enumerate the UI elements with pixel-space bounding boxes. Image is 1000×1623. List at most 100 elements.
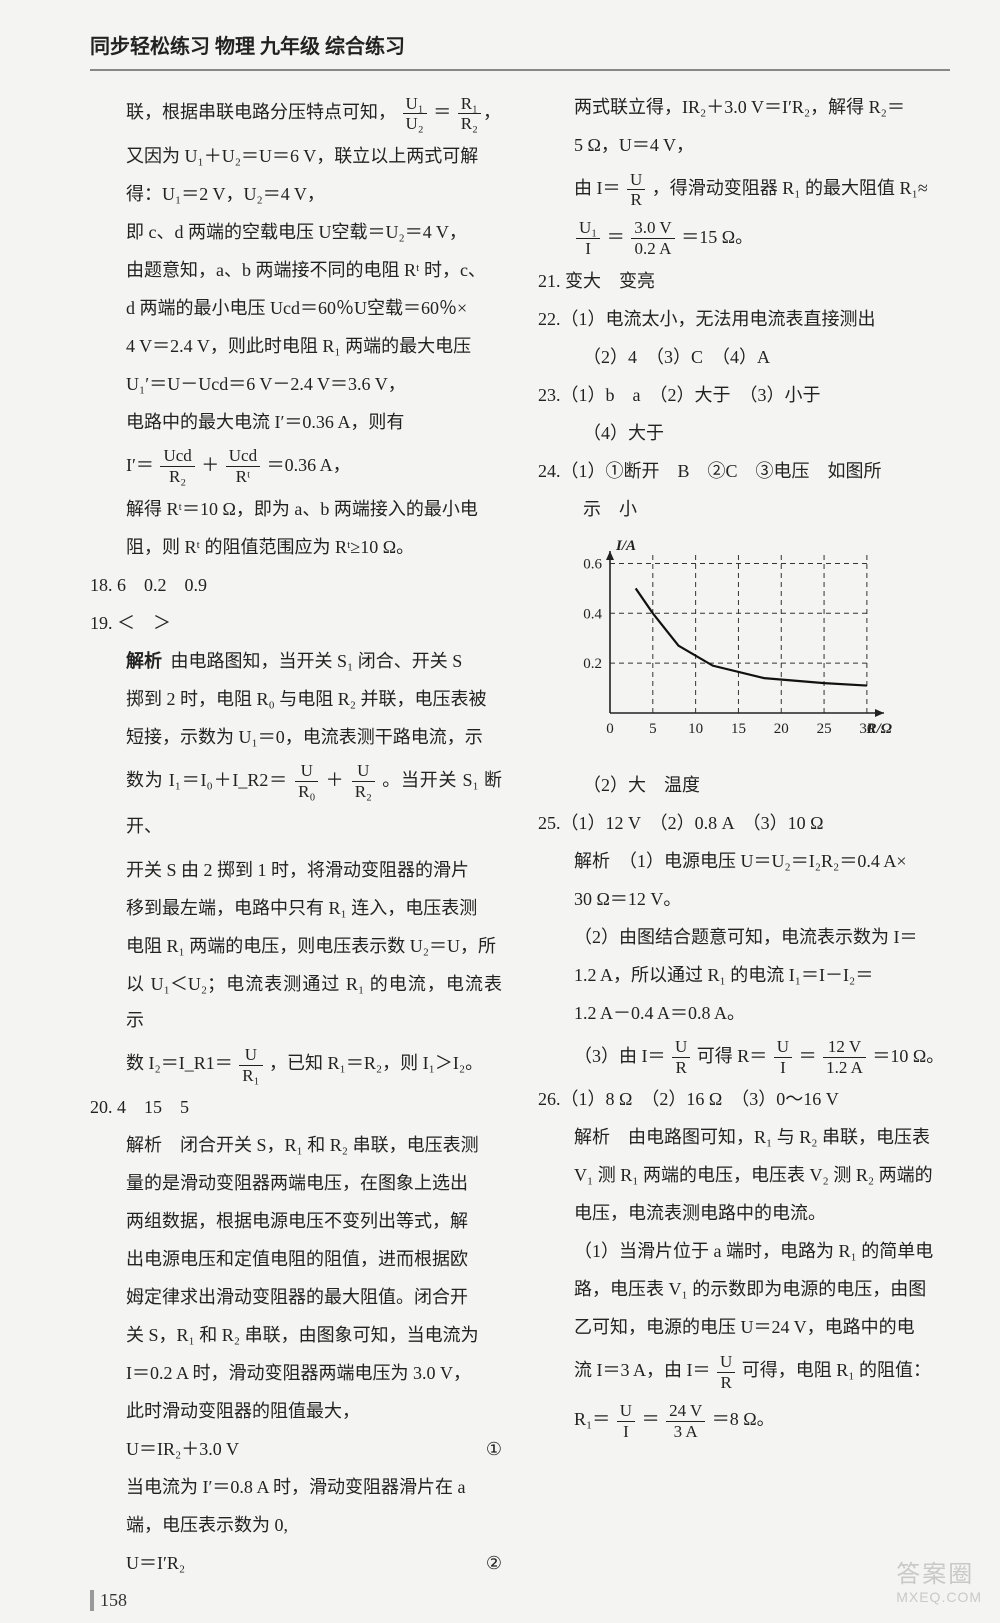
svg-text:0.2: 0.2 [583, 656, 602, 672]
para: 5 Ω，U＝4 V， [538, 127, 950, 163]
para: 出电源电压和定值电阻的阻值，进而根据欧 [90, 1241, 502, 1277]
para: 姆定律求出滑动变阻器的最大阻值。闭合开 [90, 1279, 502, 1315]
para: U＝IR₂＋3.0 V ① [90, 1431, 502, 1467]
fraction: UR [672, 1038, 690, 1077]
svg-text:0.6: 0.6 [583, 556, 602, 572]
svg-text:10: 10 [688, 721, 703, 737]
para: U₁′＝U－Ucd＝6 V－2.4 V＝3.6 V， [90, 366, 502, 402]
answer-23: 23.（1）b a （2）大于 （3）小于 [538, 377, 950, 413]
para: 数为 I₁＝I₀＋I_R2＝ UR₀ ＋ UR₂ 。当开关 S₁ 断开、 [90, 757, 502, 851]
fraction: UR [627, 171, 645, 210]
page-number: 158 [90, 1590, 127, 1611]
para: I′＝ UcdR₂ ＋ UcdRᵗ ＝0.36 A， [90, 442, 502, 489]
fraction: UcdRᵗ [226, 447, 260, 486]
answer-19: 19. ＜ ＞ [90, 605, 502, 641]
para: 此时滑动变阻器的阻值最大， [90, 1393, 502, 1429]
para: 乙可知，电源的电压 U＝24 V，电路中的电 [538, 1309, 950, 1345]
svg-text:25: 25 [817, 721, 832, 737]
fraction: UI [774, 1038, 792, 1077]
para: 1.2 A，所以通过 R₁ 的电流 I₁＝I－I₂＝ [538, 957, 950, 993]
para: 解析 由电路图可知，R₁ 与 R₂ 串联，电压表 [538, 1119, 950, 1155]
para: d 两端的最小电压 Ucd＝60％U空载＝60％× [90, 290, 502, 326]
para: 由 I＝ UR ，得滑动变阻器 R₁ 的最大阻值 R₁≈ [538, 165, 950, 212]
para: 即 c、d 两端的空载电压 U空载＝U₂＝4 V， [90, 214, 502, 250]
para: 30 Ω＝12 V。 [538, 881, 950, 917]
iv-curve-chart: 0510152025300.20.40.6I/AR/Ω [568, 537, 950, 759]
chart-svg: 0510152025300.20.40.6I/AR/Ω [568, 537, 898, 747]
para: U＝I′R₂ ② [90, 1545, 502, 1581]
answer-22: 22.（1）电流太小，无法用电流表直接测出 [538, 301, 950, 337]
para: 解析 （1）电源电压 U＝U₂＝I₂R₂＝0.4 A× [538, 843, 950, 879]
svg-text:15: 15 [731, 721, 746, 737]
para: （1）当滑片位于 a 端时，电路为 R₁ 的简单电 [538, 1233, 950, 1269]
svg-text:I/A: I/A [615, 538, 636, 554]
fraction: UR₂ [352, 762, 375, 801]
para: 解析 闭合开关 S，R₁ 和 R₂ 串联，电压表测 [90, 1127, 502, 1163]
watermark: 答案圈 MXEQ.COM [896, 1554, 982, 1605]
fraction: UI [617, 1402, 635, 1441]
fraction: U₁U₂ [403, 95, 427, 134]
para: 当电流为 I′＝0.8 A 时，滑动变阻器滑片在 a [90, 1469, 502, 1505]
answer-22b: （2）4 （3）C （4）A [538, 339, 950, 375]
fraction: UR₁ [239, 1046, 262, 1085]
para: 短接，示数为 U₁＝0，电流表测干路电流，示 [90, 719, 502, 755]
svg-text:R/Ω: R/Ω [866, 721, 892, 737]
fraction: R₁R₂ [458, 95, 481, 134]
svg-text:0.4: 0.4 [583, 606, 602, 622]
para: I＝0.2 A 时，滑动变阻器两端电压为 3.0 V， [90, 1355, 502, 1391]
answer-26: 26.（1）8 Ω （2）16 Ω （3）0～16 V [538, 1081, 950, 1117]
page-header: 同步轻松练习 物理 九年级 综合练习 [90, 30, 950, 71]
para: 联，根据串联电路分压特点可知， U₁U₂ ＝ R₁R₂， [90, 89, 502, 136]
left-column: 联，根据串联电路分压特点可知， U₁U₂ ＝ R₁R₂， 又因为 U₁＋U₂＝U… [90, 89, 502, 1583]
para: 两式联立得，IR₂＋3.0 V＝I′R₂，解得 R₂＝ [538, 89, 950, 125]
para: 开关 S 由 2 掷到 1 时，将滑动变阻器的滑片 [90, 852, 502, 888]
para: 电路中的最大电流 I′＝0.36 A，则有 [90, 404, 502, 440]
para: 解得 Rᵗ＝10 Ω，即为 a、b 两端接入的最小电 [90, 491, 502, 527]
para: 流 I＝3 A，由 I＝ UR 可得，电阻 R₁ 的阻值： [538, 1347, 950, 1394]
para: V₁ 测 R₁ 两端的电压，电压表 V₂ 测 R₂ 两端的 [538, 1157, 950, 1193]
para: 电压，电流表测电路中的电流。 [538, 1195, 950, 1231]
answer-18: 18. 6 0.2 0.9 [90, 567, 502, 603]
right-column: 两式联立得，IR₂＋3.0 V＝I′R₂，解得 R₂＝ 5 Ω，U＝4 V， 由… [538, 89, 950, 1583]
para: （2）由图结合题意可知，电流表示数为 I＝ [538, 919, 950, 955]
fraction: U₁I [576, 219, 600, 258]
para: 路，电压表 V₁ 的示数即为电源的电压，由图 [538, 1271, 950, 1307]
para: 两组数据，根据电源电压不变列出等式，解 [90, 1203, 502, 1239]
para: 得：U₁＝2 V，U₂＝4 V， [90, 176, 502, 212]
para: 量的是滑动变阻器两端电压，在图象上选出 [90, 1165, 502, 1201]
fraction: 24 V3 A [666, 1402, 705, 1441]
para: 以 U₁＜U₂；电流表测通过 R₁ 的电流，电流表示 [90, 966, 502, 1038]
answer-24: 24.（1）①断开 B ②C ③电压 如图所 [538, 453, 950, 489]
header-title: 同步轻松练习 物理 九年级 综合练习 [90, 30, 405, 63]
para: 阻，则 Rᵗ 的阻值范围应为 Rᵗ≥10 Ω。 [90, 529, 502, 565]
para: 掷到 2 时，电阻 R₀ 与电阻 R₂ 并联，电压表被 [90, 681, 502, 717]
para: 又因为 U₁＋U₂＝U＝6 V，联立以上两式可解 [90, 138, 502, 174]
eq-number: ② [486, 1545, 502, 1581]
answer-25: 25.（1）12 V （2）0.8 A （3）10 Ω [538, 805, 950, 841]
fraction: UcdR₂ [160, 447, 194, 486]
para: 4 V＝2.4 V，则此时电阻 R₁ 两端的最大电压 [90, 328, 502, 364]
eq-number: ① [486, 1431, 502, 1467]
para: 端，电压表示数为 0, [90, 1507, 502, 1543]
para: 由题意知，a、b 两端接不同的电阻 Rᵗ 时，c、 [90, 252, 502, 288]
answer-24c: （2）大 温度 [538, 767, 950, 803]
para: U₁I ＝ 3.0 V0.2 A ＝15 Ω。 [538, 214, 950, 261]
answer-21: 21. 变大 变亮 [538, 263, 950, 299]
para: R₁＝ UI ＝ 24 V3 A ＝8 Ω。 [538, 1396, 950, 1443]
fraction: 3.0 V0.2 A [631, 219, 674, 258]
para: 解析 由电路图知，当开关 S₁ 闭合、开关 S [90, 643, 502, 679]
fraction: UR₀ [295, 762, 318, 801]
answer-20: 20. 4 15 5 [90, 1089, 502, 1125]
para: 移到最左端，电路中只有 R₁ 连入，电压表测 [90, 890, 502, 926]
para: （3）由 I＝ UR 可得 R＝ UI ＝ 12 V1.2 A ＝10 Ω。 [538, 1033, 950, 1080]
svg-text:0: 0 [606, 721, 614, 737]
para: 1.2 A－0.4 A＝0.8 A。 [538, 995, 950, 1031]
para: 电阻 R₁ 两端的电压，则电压表示数 U₂＝U，所 [90, 928, 502, 964]
answer-24b: 示 小 [538, 491, 950, 527]
svg-text:20: 20 [774, 721, 789, 737]
para: 数 I₂＝I_R1＝ UR₁ ，已知 R₁＝R₂，则 I₁＞I₂。 [90, 1040, 502, 1087]
fraction: 12 V1.2 A [823, 1038, 866, 1077]
answer-23b: （4）大于 [538, 415, 950, 451]
para: 关 S，R₁ 和 R₂ 串联，由图象可知，当电流为 [90, 1317, 502, 1353]
svg-text:5: 5 [649, 721, 657, 737]
